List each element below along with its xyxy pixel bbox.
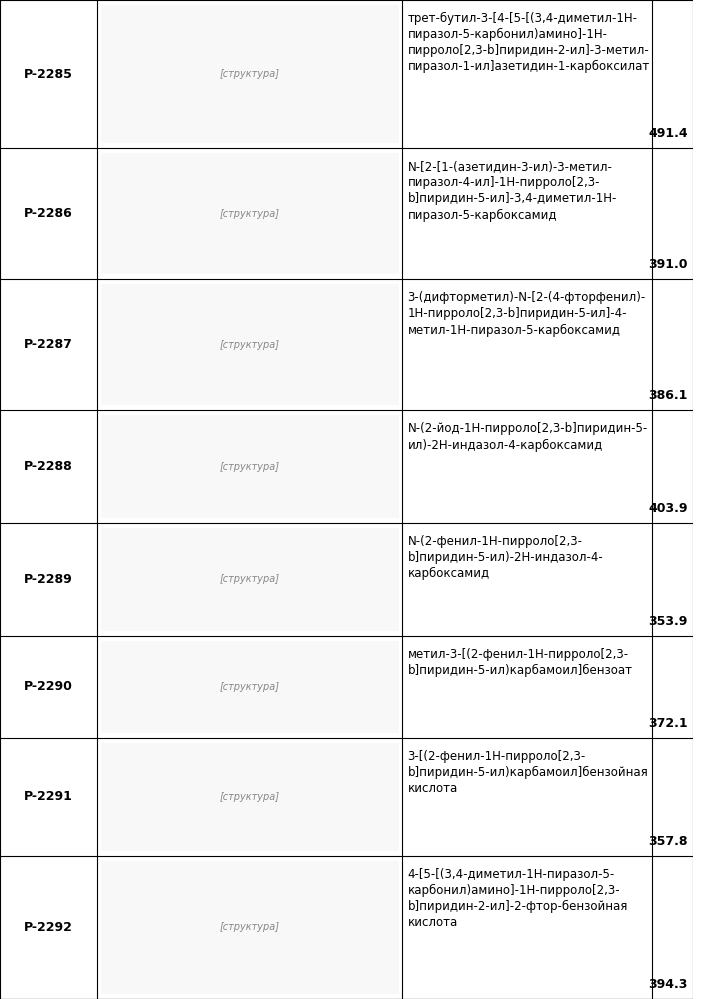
Text: P-2288: P-2288 xyxy=(24,461,73,474)
Bar xyxy=(101,416,398,518)
Bar xyxy=(101,640,398,733)
Text: [структура]: [структура] xyxy=(220,792,279,802)
Text: N-[2-[1-(азетидин-3-ил)-3-метил-
пиразол-4-ил]-1Н-пирроло[2,3-
b]пиридин-5-ил]-3: N-[2-[1-(азетидин-3-ил)-3-метил- пиразол… xyxy=(408,161,617,222)
Text: метил-3-[(2-фенил-1Н-пирроло[2,3-
b]пиридин-5-ил)карбамоил]бензоат: метил-3-[(2-фенил-1Н-пирроло[2,3- b]пири… xyxy=(408,647,632,676)
Text: 3-[(2-фенил-1Н-пирроло[2,3-
b]пиридин-5-ил)карбамоил]бензойная
кислота: 3-[(2-фенил-1Н-пирроло[2,3- b]пиридин-5-… xyxy=(408,750,648,795)
Text: 403.9: 403.9 xyxy=(648,502,688,515)
Text: 386.1: 386.1 xyxy=(648,390,688,403)
Text: N-(2-йод-1Н-пирроло[2,3-b]пиридин-5-
ил)-2Н-индазол-4-карбоксамид: N-(2-йод-1Н-пирроло[2,3-b]пиридин-5- ил)… xyxy=(408,423,648,452)
Bar xyxy=(101,285,398,406)
Text: 353.9: 353.9 xyxy=(648,614,688,627)
Text: P-2290: P-2290 xyxy=(24,680,73,693)
Text: [структура]: [структура] xyxy=(220,69,279,79)
Text: P-2292: P-2292 xyxy=(24,921,73,934)
Bar xyxy=(101,528,398,630)
Text: N-(2-фенил-1Н-пирроло[2,3-
b]пиридин-5-ил)-2Н-индазол-4-
карбоксамид: N-(2-фенил-1Н-пирроло[2,3- b]пиридин-5-и… xyxy=(408,535,603,580)
Text: P-2289: P-2289 xyxy=(24,572,73,585)
Bar xyxy=(101,5,398,144)
Bar xyxy=(101,743,398,851)
Text: 3-(дифторметил)-N-[2-(4-фторфенил)-
1Н-пирроло[2,3-b]пиридин-5-ил]-4-
метил-1Н-п: 3-(дифторметил)-N-[2-(4-фторфенил)- 1Н-п… xyxy=(408,292,646,337)
Text: [структура]: [структура] xyxy=(220,922,279,932)
Text: 357.8: 357.8 xyxy=(648,835,688,848)
Text: [структура]: [структура] xyxy=(220,340,279,350)
Text: трет-бутил-3-[4-[5-[(3,4-диметил-1Н-
пиразол-5-карбонил)амино]-1Н-
пирроло[2,3-b: трет-бутил-3-[4-[5-[(3,4-диметил-1Н- пир… xyxy=(408,12,650,73)
Text: [структура]: [структура] xyxy=(220,574,279,584)
Text: P-2291: P-2291 xyxy=(24,790,73,803)
Text: 491.4: 491.4 xyxy=(648,128,688,141)
Text: 372.1: 372.1 xyxy=(648,717,688,730)
Bar xyxy=(101,861,398,994)
Text: [структура]: [структура] xyxy=(220,462,279,472)
Text: 394.3: 394.3 xyxy=(648,978,688,991)
Text: P-2287: P-2287 xyxy=(24,339,73,352)
Text: 391.0: 391.0 xyxy=(648,259,688,272)
Text: 4-[5-[(3,4-диметил-1Н-пиразол-5-
карбонил)амино]-1Н-пирроло[2,3-
b]пиридин-2-ил]: 4-[5-[(3,4-диметил-1Н-пиразол-5- карбони… xyxy=(408,868,628,929)
Text: P-2286: P-2286 xyxy=(24,208,73,221)
Text: [структура]: [структура] xyxy=(220,209,279,219)
Bar xyxy=(101,154,398,275)
Text: [структура]: [структура] xyxy=(220,681,279,692)
Text: P-2285: P-2285 xyxy=(24,68,73,81)
